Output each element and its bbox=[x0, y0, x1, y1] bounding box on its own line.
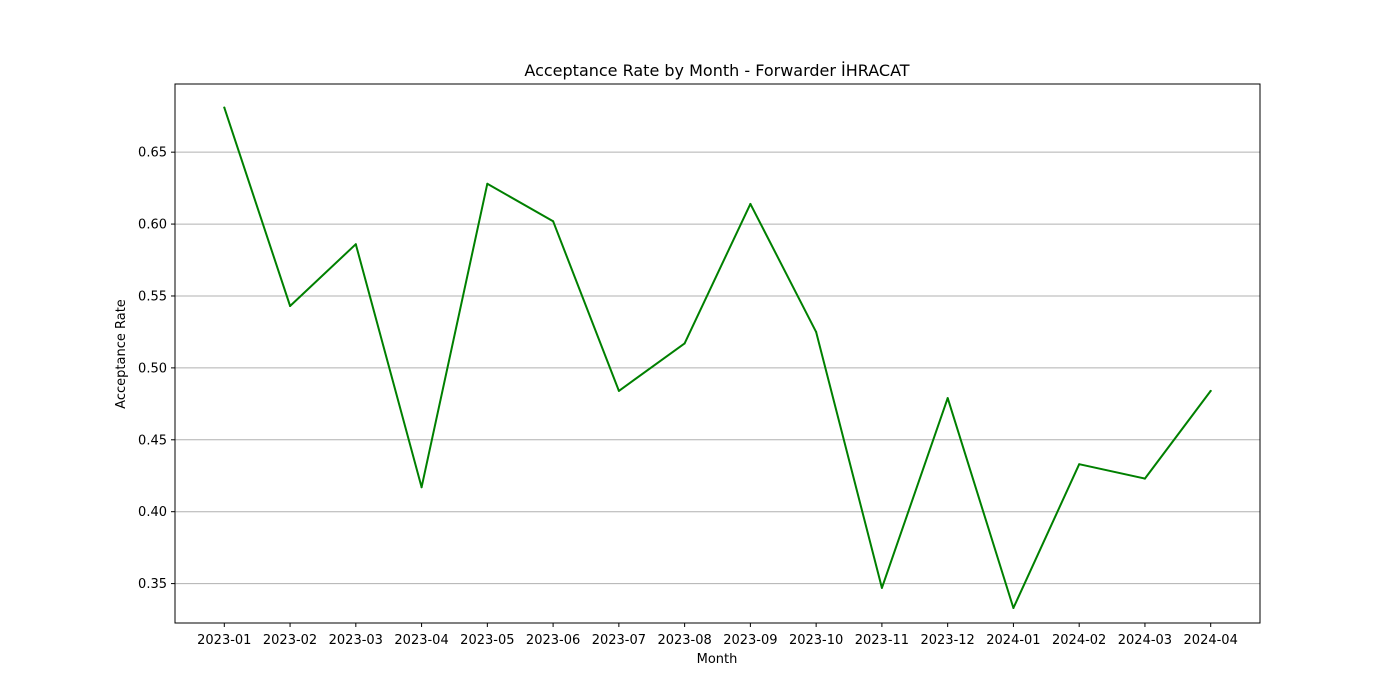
x-tick-label: 2024-03 bbox=[1118, 633, 1172, 648]
x-tick-label: 2023-04 bbox=[394, 633, 448, 648]
x-tick-label: 2024-02 bbox=[1052, 633, 1106, 648]
x-tick-label: 2023-09 bbox=[723, 633, 777, 648]
data-point bbox=[1078, 463, 1081, 466]
series-layer bbox=[223, 106, 1212, 610]
data-point bbox=[552, 220, 555, 223]
data-point bbox=[223, 106, 226, 109]
x-axis-title: Month bbox=[697, 652, 738, 667]
y-tick-label: 0.60 bbox=[138, 218, 167, 233]
y-tick-label: 0.55 bbox=[138, 289, 167, 304]
y-tick-label: 0.65 bbox=[138, 146, 167, 161]
data-point bbox=[1012, 607, 1015, 610]
y-tick-label: 0.40 bbox=[138, 505, 167, 520]
x-tick-label: 2023-06 bbox=[526, 633, 580, 648]
data-point bbox=[946, 397, 949, 400]
x-tick-label: 2023-02 bbox=[263, 633, 317, 648]
plot-frame bbox=[174, 83, 1261, 624]
data-point bbox=[1209, 389, 1212, 392]
y-tick-label: 0.45 bbox=[138, 433, 167, 448]
x-tick-label: 2023-03 bbox=[329, 633, 383, 648]
x-tick-label: 2023-08 bbox=[657, 633, 711, 648]
data-point bbox=[289, 305, 292, 308]
y-axis-title: Acceptance Rate bbox=[114, 299, 129, 409]
series-line bbox=[223, 106, 1212, 609]
y-tick-label: 0.50 bbox=[138, 361, 167, 376]
data-point bbox=[617, 389, 620, 392]
x-tick-label: 2023-07 bbox=[592, 633, 646, 648]
data-point bbox=[880, 586, 883, 589]
chart-title: Acceptance Rate by Month - Forwarder İHR… bbox=[524, 61, 909, 80]
data-point bbox=[815, 330, 818, 333]
x-tick-label: 2023-05 bbox=[460, 633, 514, 648]
data-point bbox=[354, 243, 357, 246]
data-point bbox=[486, 182, 489, 185]
x-tick-label: 2023-01 bbox=[197, 633, 251, 648]
x-tick-label: 2023-10 bbox=[789, 633, 843, 648]
grid-lines bbox=[175, 151, 1260, 585]
x-tick-label: 2023-12 bbox=[920, 633, 974, 648]
y-tick-label: 0.35 bbox=[138, 577, 167, 592]
x-tick-label: 2024-01 bbox=[986, 633, 1040, 648]
data-point bbox=[420, 486, 423, 489]
x-tick-label: 2023-11 bbox=[855, 633, 909, 648]
tick-layer: 0.35 0.40 0.45 0.50 0.55 0.60 0.65 2023-01 2023-… bbox=[138, 146, 1238, 648]
data-point bbox=[1143, 477, 1146, 480]
data-point bbox=[683, 342, 686, 345]
data-point bbox=[749, 202, 752, 205]
x-tick-label: 2024-04 bbox=[1184, 633, 1238, 648]
